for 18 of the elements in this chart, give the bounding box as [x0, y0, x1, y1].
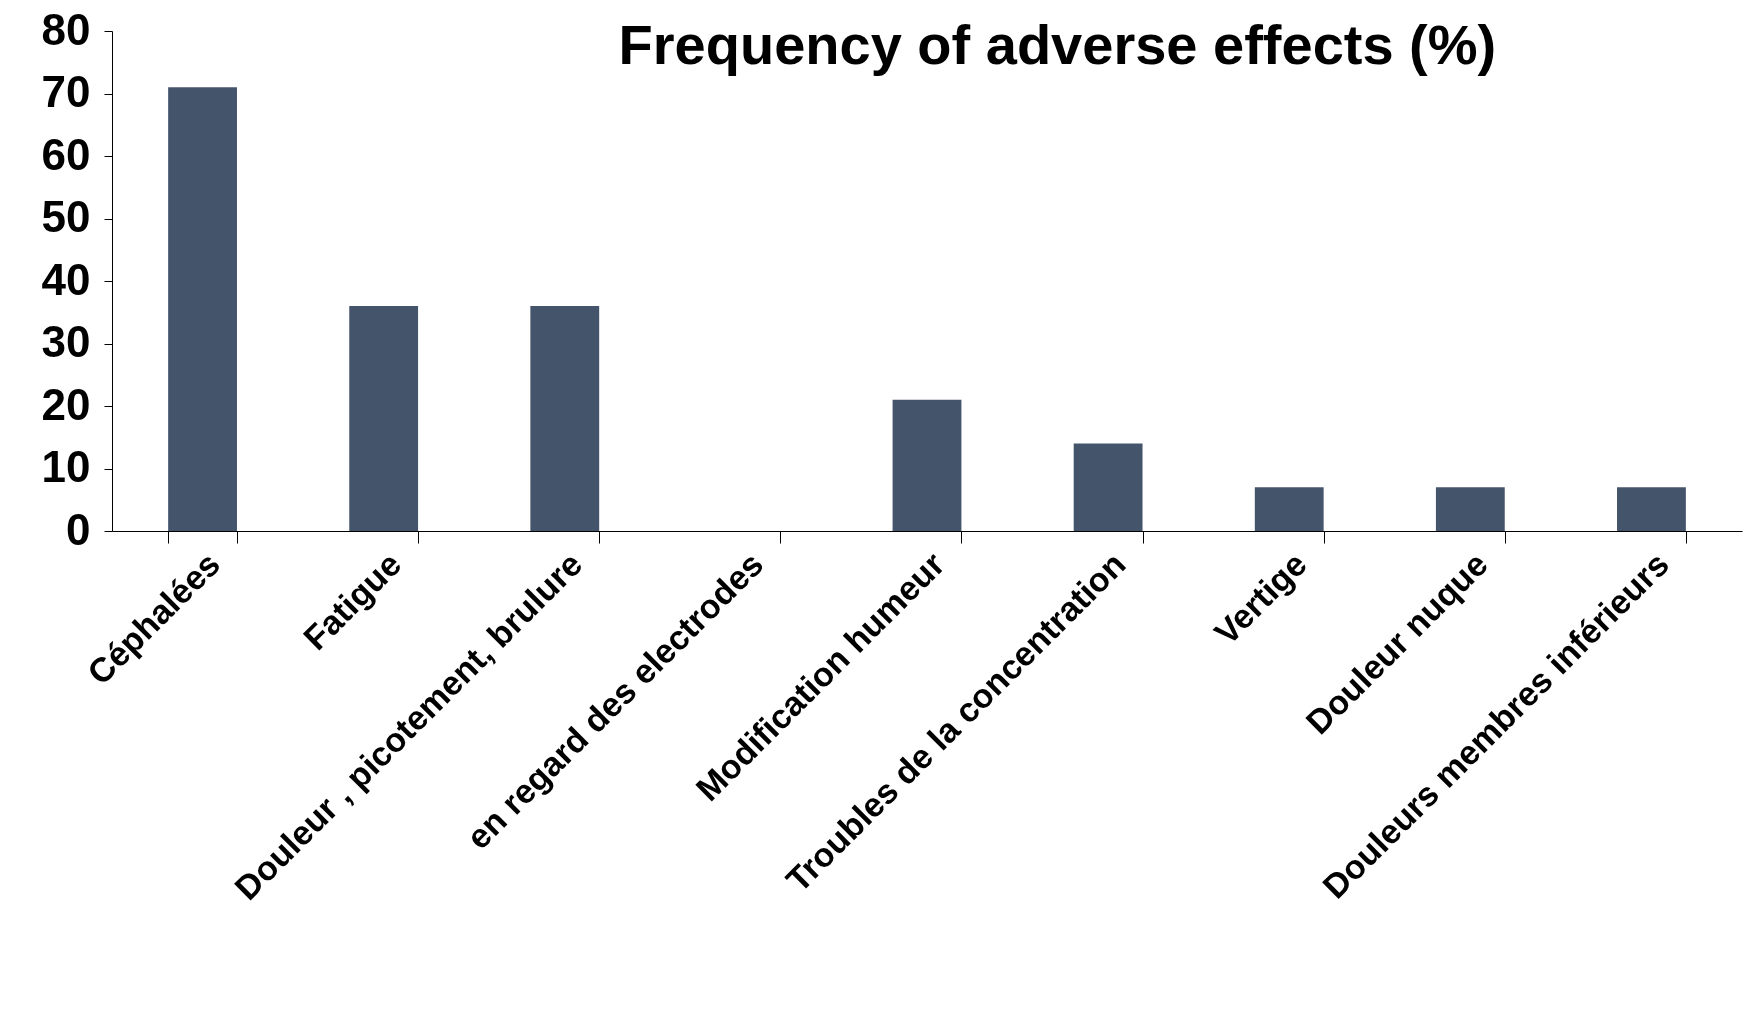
bar	[530, 306, 600, 531]
y-tick-label: 0	[66, 504, 91, 554]
bar	[349, 306, 419, 531]
bar	[1254, 487, 1324, 531]
bar	[892, 399, 962, 531]
bar	[1073, 443, 1143, 531]
y-tick-label: 80	[41, 4, 91, 54]
y-tick-label: 50	[41, 192, 91, 241]
y-tick-label: 10	[41, 442, 91, 491]
y-tick-label: 40	[41, 254, 91, 304]
chart-title: Frequency of adverse effects (%)	[618, 13, 1497, 76]
y-tick-label: 60	[41, 129, 91, 179]
y-tick-label: 30	[41, 317, 91, 366]
bar	[1435, 487, 1505, 531]
bar	[1617, 487, 1686, 531]
bar	[168, 87, 237, 531]
y-tick-label: 20	[41, 379, 91, 429]
y-tick-label: 70	[41, 67, 91, 116]
